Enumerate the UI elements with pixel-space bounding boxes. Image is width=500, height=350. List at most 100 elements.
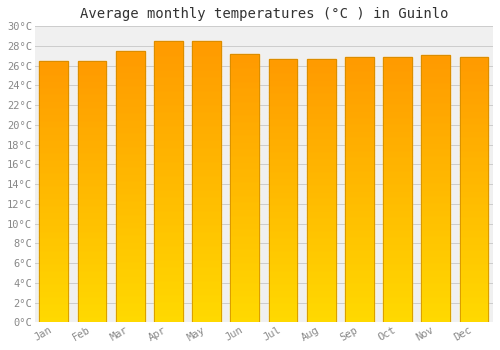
Bar: [78, 283, 106, 289]
Bar: [268, 105, 298, 112]
Bar: [116, 261, 144, 268]
Bar: [383, 117, 412, 123]
Bar: [230, 295, 259, 302]
Bar: [154, 154, 182, 161]
Bar: [78, 224, 106, 231]
Bar: [116, 200, 144, 207]
Bar: [268, 158, 298, 164]
Bar: [268, 263, 298, 270]
Bar: [383, 110, 412, 117]
Bar: [307, 276, 336, 283]
Bar: [78, 303, 106, 309]
Bar: [460, 170, 488, 176]
Bar: [40, 139, 68, 146]
Bar: [383, 236, 412, 243]
Bar: [154, 203, 182, 210]
Bar: [383, 90, 412, 97]
Bar: [268, 184, 298, 190]
Bar: [268, 197, 298, 204]
Bar: [460, 117, 488, 123]
Bar: [422, 142, 450, 148]
Bar: [422, 115, 450, 122]
Bar: [230, 316, 259, 322]
Bar: [116, 92, 144, 98]
Bar: [40, 303, 68, 309]
Bar: [192, 118, 221, 125]
Bar: [230, 54, 259, 61]
Bar: [116, 173, 144, 180]
Bar: [192, 154, 221, 161]
Bar: [383, 269, 412, 276]
Bar: [460, 97, 488, 103]
Bar: [192, 83, 221, 90]
Bar: [345, 110, 374, 117]
Bar: [230, 134, 259, 141]
Bar: [268, 59, 298, 65]
Bar: [192, 140, 221, 147]
Bar: [422, 256, 450, 262]
Bar: [78, 80, 106, 87]
Bar: [230, 54, 259, 322]
Bar: [307, 65, 336, 72]
Bar: [460, 70, 488, 77]
Bar: [154, 182, 182, 189]
Bar: [345, 123, 374, 130]
Bar: [422, 82, 450, 88]
Bar: [154, 48, 182, 55]
Bar: [116, 248, 144, 254]
Bar: [78, 106, 106, 113]
Bar: [116, 309, 144, 315]
Bar: [116, 146, 144, 153]
Bar: [345, 209, 374, 216]
Bar: [78, 270, 106, 276]
Bar: [230, 181, 259, 188]
Bar: [422, 102, 450, 108]
Bar: [268, 118, 298, 125]
Bar: [192, 125, 221, 132]
Bar: [40, 231, 68, 237]
Bar: [230, 268, 259, 275]
Bar: [383, 77, 412, 83]
Bar: [422, 55, 450, 322]
Bar: [422, 302, 450, 309]
Bar: [383, 150, 412, 156]
Bar: [345, 170, 374, 176]
Bar: [345, 236, 374, 243]
Bar: [192, 175, 221, 182]
Bar: [268, 79, 298, 85]
Bar: [40, 250, 68, 257]
Bar: [268, 270, 298, 276]
Bar: [40, 211, 68, 218]
Bar: [230, 74, 259, 81]
Bar: [78, 126, 106, 133]
Bar: [307, 131, 336, 138]
Bar: [230, 61, 259, 67]
Bar: [383, 57, 412, 322]
Bar: [307, 296, 336, 302]
Bar: [192, 41, 221, 322]
Bar: [268, 92, 298, 98]
Bar: [230, 282, 259, 289]
Bar: [460, 203, 488, 209]
Bar: [307, 243, 336, 250]
Bar: [268, 210, 298, 217]
Bar: [345, 269, 374, 276]
Bar: [192, 266, 221, 273]
Bar: [345, 130, 374, 136]
Bar: [345, 103, 374, 110]
Bar: [116, 268, 144, 275]
Bar: [383, 243, 412, 249]
Bar: [192, 168, 221, 175]
Bar: [345, 97, 374, 103]
Bar: [422, 189, 450, 195]
Bar: [383, 70, 412, 77]
Bar: [345, 256, 374, 262]
Bar: [116, 112, 144, 119]
Bar: [383, 289, 412, 296]
Bar: [40, 172, 68, 178]
Bar: [307, 230, 336, 237]
Bar: [192, 238, 221, 245]
Bar: [345, 289, 374, 296]
Bar: [116, 71, 144, 78]
Bar: [307, 164, 336, 171]
